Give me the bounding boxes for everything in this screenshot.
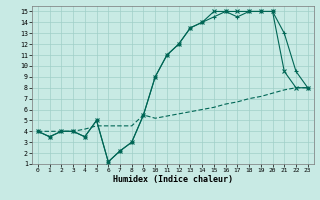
X-axis label: Humidex (Indice chaleur): Humidex (Indice chaleur) (113, 175, 233, 184)
